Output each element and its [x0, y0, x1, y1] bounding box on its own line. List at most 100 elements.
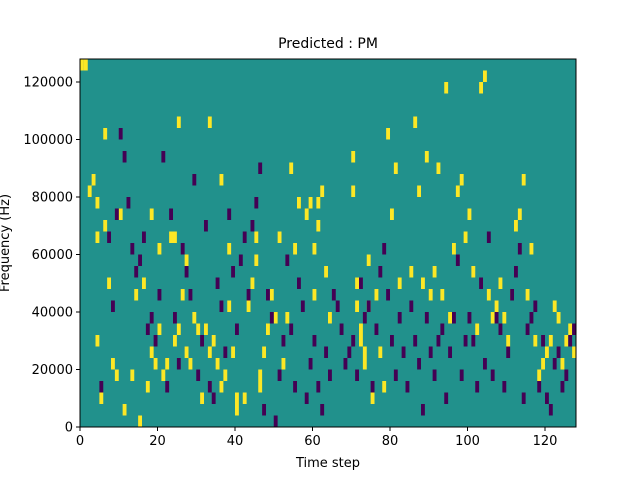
heatmap-cell-high [397, 277, 402, 289]
heatmap-cell-high [231, 346, 236, 358]
heatmap-cell-low [180, 243, 185, 255]
heatmap-cell-low [126, 197, 131, 209]
heatmap-cell-low [452, 312, 456, 324]
heatmap-cell-high [359, 335, 363, 347]
heatmap-cell-high [204, 323, 208, 335]
x-tick-label: 100 [455, 434, 480, 449]
heatmap-cell-high [95, 197, 100, 209]
heatmap-cell-low [467, 312, 472, 324]
heatmap-cell-low [541, 335, 546, 347]
heatmap-cell-high [312, 243, 317, 255]
heatmap-cell-high [80, 59, 84, 71]
heatmap-cell-low [157, 289, 162, 301]
heatmap-cell-low [246, 289, 251, 301]
plot-area [79, 58, 577, 428]
heatmap-cell-low [207, 381, 212, 393]
heatmap-cell-high [552, 300, 557, 312]
heatmap-cell-high [184, 346, 189, 358]
heatmap-cell-high [262, 346, 267, 358]
heatmap-cell-low [537, 381, 542, 393]
heatmap-cell-high [87, 185, 92, 197]
heatmap-cell-high [355, 300, 360, 312]
heatmap-cell-high [180, 289, 185, 301]
heatmap-cell-high [134, 289, 139, 301]
heatmap-cell-high [448, 312, 453, 324]
heatmap-cell-low [498, 323, 503, 335]
y-tick-label: 60000 [32, 248, 73, 263]
heatmap-cell-high [502, 312, 507, 324]
y-tick-label: 80000 [32, 191, 73, 206]
heatmap-cell-high [328, 312, 332, 324]
heatmap-cell-high [173, 231, 177, 243]
heatmap-cell-low [343, 358, 348, 370]
heatmap-cell-high [153, 358, 158, 370]
heatmap-cell-high [378, 346, 383, 358]
heatmap-cell-low [424, 312, 429, 324]
heatmap-cell-low [266, 289, 270, 301]
heatmap-cell-low [200, 335, 205, 347]
heatmap-cell-low [514, 266, 518, 278]
heatmap-cell-low [556, 346, 561, 358]
heatmap-cell-low [390, 335, 394, 347]
heatmap-cell-high [207, 116, 212, 128]
heatmap-cell-low [397, 312, 402, 324]
heatmap-cell-high [258, 369, 263, 381]
heatmap-cell-high [533, 335, 538, 347]
heatmap-cell-high [95, 231, 100, 243]
heatmap-background [80, 59, 576, 427]
heatmap-cell-high [277, 231, 282, 243]
heatmap-cell-low [289, 323, 294, 335]
heatmap-cell-low [99, 381, 104, 393]
heatmap-cell-high [176, 116, 181, 128]
heatmap-cell-high [269, 289, 274, 301]
heatmap-cell-high [188, 358, 193, 370]
y-tick-label: 0 [65, 421, 73, 436]
heatmap-cell-high [149, 208, 154, 220]
heatmap-cell-high [145, 381, 150, 393]
heatmap-cell-high [250, 277, 255, 289]
heatmap-cell-low [273, 415, 278, 427]
heatmap-cell-high [316, 220, 321, 232]
heatmap-cell-high [548, 335, 553, 347]
heatmap-cell-low [107, 231, 112, 243]
heatmap-cell-low [235, 323, 239, 335]
heatmap-cell-high [374, 289, 379, 301]
heatmap-cell-high [157, 243, 162, 255]
heatmap-cell-low [417, 358, 422, 370]
heatmap-cell-high [560, 358, 565, 370]
heatmap-cell-low [204, 220, 208, 232]
heatmap-cell-high [254, 231, 259, 243]
heatmap-cell-low [339, 323, 344, 335]
heatmap-cell-high [494, 300, 499, 312]
heatmap-cell-low [331, 289, 336, 301]
heatmap-cell-low [351, 335, 356, 347]
y-tick-label: 40000 [32, 306, 73, 321]
y-axis: 0 20000 40000 60000 80000 100000 120000 [23, 76, 80, 436]
heatmap-cell-high [246, 300, 251, 312]
heatmap-cell-high [219, 381, 224, 393]
heatmap-cell-low [142, 231, 146, 243]
heatmap-cell-high [359, 323, 363, 335]
heatmap-cell-low [134, 266, 139, 278]
heatmap-cell-high [432, 266, 437, 278]
heatmap-cell-low [444, 392, 449, 404]
heatmap-cell-low [328, 369, 332, 381]
heatmap-cell-low [281, 335, 286, 347]
heatmap-cell-low [184, 266, 189, 278]
heatmap-cell-low [355, 369, 360, 381]
heatmap-cell-high [324, 266, 329, 278]
heatmap-cell-low [335, 300, 340, 312]
plot-frame [79, 58, 577, 428]
heatmap-cell-high [351, 185, 356, 197]
heatmap-cell-high [165, 358, 170, 370]
heatmap-cell-high [103, 220, 108, 232]
heatmap-cell-low [324, 346, 329, 358]
heatmap-cell-high [417, 185, 422, 197]
heatmap-cell-high [459, 174, 464, 186]
heatmap-cell-high [393, 162, 398, 174]
heatmap-cell-high [223, 369, 228, 381]
heatmap-cell-high [452, 243, 456, 255]
heatmap-cell-high [107, 277, 112, 289]
heatmap-cell-high [149, 346, 154, 358]
